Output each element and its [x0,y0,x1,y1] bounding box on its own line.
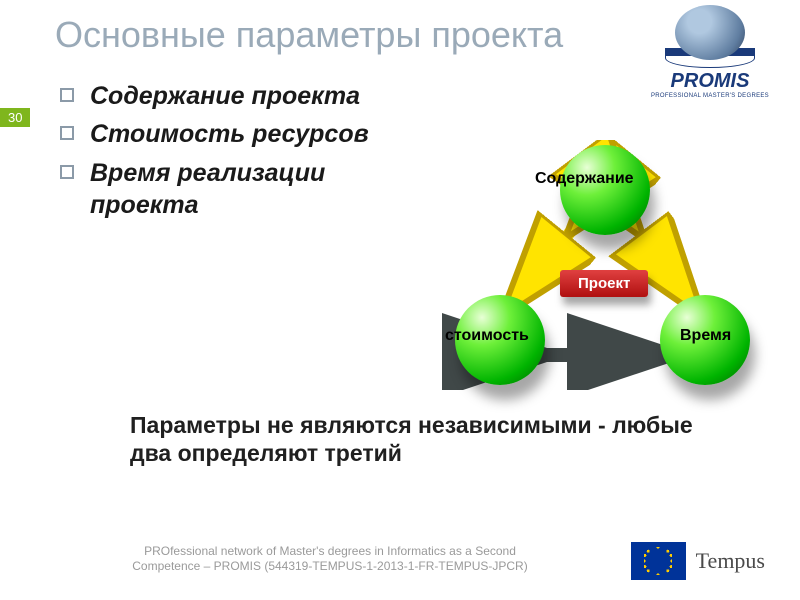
bullet-icon [60,126,74,140]
eu-tempus-block: Tempus [631,542,765,580]
tempus-label: Tempus [696,548,765,574]
node-label-time: Время [680,327,731,345]
caption-text: Параметры не являются независимыми - люб… [130,412,710,467]
footer-text: PROfessional network of Master's degrees… [130,544,530,575]
promis-logo: PROMIS PROFESSIONAL MASTER'S DEGREES [635,5,785,99]
logo-subtext: PROFESSIONAL MASTER'S DEGREES [651,93,769,99]
list-item: Стоимость ресурсов [60,118,430,151]
bullet-text: Время реализации проекта [90,157,430,222]
bullet-icon [60,88,74,102]
node-content [560,145,650,235]
eu-flag-icon [631,542,686,580]
bullet-list: Содержание проекта Стоимость ресурсов Вр… [60,80,430,222]
globe-icon [675,5,745,60]
center-box: Проект [560,270,648,297]
list-item: Время реализации проекта [60,157,430,222]
bullet-icon [60,165,74,179]
list-item: Содержание проекта [60,80,430,113]
node-label-content: Содержание [535,170,634,188]
triangle-diagram: Содержание стоимость Время Проект [430,140,760,390]
page-number-badge: 30 [0,108,30,127]
logo-text: PROMIS [671,70,750,93]
bullet-text: Стоимость ресурсов [90,118,369,151]
node-label-cost: стоимость [445,327,529,345]
bullet-text: Содержание проекта [90,80,360,113]
